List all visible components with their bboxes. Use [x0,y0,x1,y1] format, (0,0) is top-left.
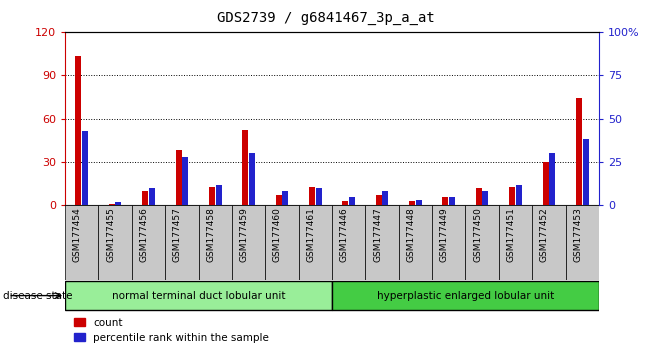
Bar [499,205,533,280]
Bar [65,281,332,310]
Bar [132,205,165,280]
Bar [409,201,415,205]
Bar [209,187,215,205]
Bar [376,195,381,205]
Bar [465,205,499,280]
Bar [109,204,115,205]
Bar [542,162,549,205]
Bar [382,192,389,205]
Bar [516,184,522,205]
Bar [115,202,122,205]
Text: GSM177446: GSM177446 [340,207,349,262]
Bar [309,187,315,205]
Bar [416,200,422,205]
Bar [349,197,355,205]
Bar [242,130,248,205]
Bar [365,205,398,280]
Text: GSM177448: GSM177448 [406,207,415,262]
Text: GSM177450: GSM177450 [473,207,482,262]
Bar [476,188,482,205]
Bar [182,157,188,205]
Text: disease state: disease state [3,291,72,301]
Bar [275,195,282,205]
Text: GSM177449: GSM177449 [440,207,449,262]
Text: GSM177460: GSM177460 [273,207,282,262]
Text: GSM177459: GSM177459 [240,207,249,262]
Bar [98,205,132,280]
Text: GSM177456: GSM177456 [139,207,148,262]
Text: GSM177454: GSM177454 [73,207,82,262]
Bar [142,191,148,205]
Text: GSM177455: GSM177455 [106,207,115,262]
Bar [215,184,221,205]
Bar [316,188,322,205]
Bar [533,205,566,280]
Bar [76,56,81,205]
Bar [342,201,348,205]
Bar [549,153,555,205]
Bar [176,150,182,205]
Bar [449,197,455,205]
Bar [399,205,432,280]
Bar [566,205,599,280]
Bar [199,205,232,280]
Bar [232,205,266,280]
Text: normal terminal duct lobular unit: normal terminal duct lobular unit [112,291,285,301]
Bar [509,187,515,205]
Text: GSM177451: GSM177451 [506,207,516,262]
Bar [149,188,155,205]
Legend: count, percentile rank within the sample: count, percentile rank within the sample [70,314,273,347]
Bar [332,205,365,280]
Bar [249,153,255,205]
Text: GSM177453: GSM177453 [574,207,582,262]
Bar [482,192,488,205]
Text: GSM177457: GSM177457 [173,207,182,262]
Bar [583,139,589,205]
Bar [283,192,288,205]
Bar [576,98,582,205]
Text: GSM177452: GSM177452 [540,207,549,262]
Bar [443,197,449,205]
Text: hyperplastic enlarged lobular unit: hyperplastic enlarged lobular unit [377,291,554,301]
Text: GDS2739 / g6841467_3p_a_at: GDS2739 / g6841467_3p_a_at [217,11,434,25]
Bar [266,205,299,280]
Bar [165,205,199,280]
Text: GSM177447: GSM177447 [373,207,382,262]
Bar [332,281,599,310]
Bar [432,205,465,280]
Text: GSM177461: GSM177461 [307,207,315,262]
Bar [299,205,332,280]
Bar [65,205,98,280]
Text: GSM177458: GSM177458 [206,207,215,262]
Bar [82,131,88,205]
